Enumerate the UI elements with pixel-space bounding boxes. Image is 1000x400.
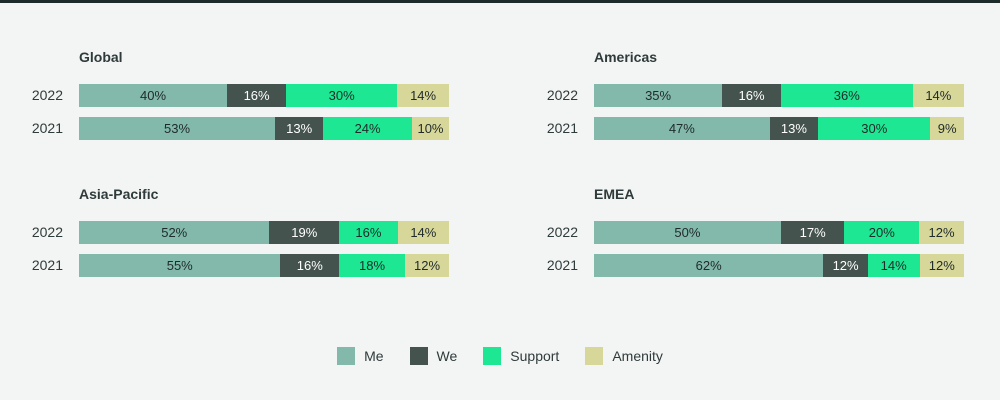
bar-segment-support: 24% bbox=[323, 117, 412, 140]
legend-label: Amenity bbox=[612, 348, 663, 364]
bar-segment-me: 55% bbox=[79, 254, 281, 277]
panel-title: Asia-Pacific bbox=[79, 186, 159, 202]
bar-segment-me: 62% bbox=[594, 254, 824, 277]
legend-item-amenity: Amenity bbox=[585, 346, 663, 366]
year-label: 2021 bbox=[31, 257, 63, 273]
bar-row-2022: 2022 40% 16% 30% 14% bbox=[29, 84, 449, 107]
bar-segment-we: 12% bbox=[823, 254, 868, 277]
bar-segment-support: 30% bbox=[286, 84, 398, 107]
bar-segment-we: 13% bbox=[769, 117, 819, 140]
stacked-bar: 55% 16% 18% 12% bbox=[79, 254, 449, 277]
panel-title: Global bbox=[79, 49, 123, 65]
legend-item-support: Support bbox=[483, 346, 559, 366]
bar-segment-amenity: 12% bbox=[405, 254, 449, 277]
legend-item-me: Me bbox=[337, 346, 384, 366]
bar-segment-support: 20% bbox=[844, 221, 920, 244]
year-label: 2022 bbox=[31, 87, 63, 103]
bar-row-2022: 2022 35% 16% 36% 14% bbox=[544, 84, 964, 107]
bar-segment-amenity: 12% bbox=[919, 221, 964, 244]
bar-segment-me: 52% bbox=[79, 221, 270, 244]
bar-segment-support: 14% bbox=[867, 254, 920, 277]
year-label: 2021 bbox=[546, 120, 578, 136]
legend-item-we: We bbox=[409, 346, 458, 366]
panel-americas: Americas 2022 35% 16% 36% 14% 2021 47% 13% 30% 9% bbox=[544, 48, 984, 158]
bar-segment-we: 17% bbox=[780, 221, 845, 244]
bar-row-2021: 2021 53% 13% 24% 10% bbox=[29, 117, 449, 140]
legend-swatch bbox=[585, 347, 604, 365]
bar-segment-support: 16% bbox=[339, 221, 398, 244]
bar-segment-me: 47% bbox=[594, 117, 770, 140]
top-rule bbox=[0, 0, 1000, 3]
legend-label: Me bbox=[364, 348, 384, 364]
bar-segment-me: 53% bbox=[79, 117, 276, 140]
bar-segment-me: 40% bbox=[79, 84, 227, 107]
stacked-bar: 35% 16% 36% 14% bbox=[594, 84, 964, 107]
stacked-bar: 50% 17% 20% 12% bbox=[594, 221, 964, 244]
panel-title: EMEA bbox=[594, 186, 635, 202]
bar-segment-amenity: 10% bbox=[411, 117, 449, 140]
panel-global: Global 2022 40% 16% 30% 14% 2021 53% 13% 24% 10% bbox=[29, 48, 469, 158]
stacked-bar: 47% 13% 30% 9% bbox=[594, 117, 964, 140]
year-label: 2022 bbox=[546, 87, 578, 103]
legend-label: Support bbox=[510, 348, 560, 364]
bar-row-2021: 2021 55% 16% 18% 12% bbox=[29, 254, 449, 277]
bar-segment-support: 30% bbox=[818, 117, 931, 140]
bar-segment-amenity: 12% bbox=[919, 254, 964, 277]
bar-segment-support: 36% bbox=[780, 84, 913, 107]
bar-segment-me: 50% bbox=[594, 221, 781, 244]
bar-segment-amenity: 14% bbox=[912, 84, 964, 107]
stacked-bar: 52% 19% 16% 14% bbox=[79, 221, 449, 244]
legend-swatch bbox=[483, 347, 502, 365]
bar-segment-support: 18% bbox=[339, 254, 406, 277]
legend: Me We Support Amenity bbox=[0, 346, 1000, 366]
bar-row-2022: 2022 52% 19% 16% 14% bbox=[29, 221, 449, 244]
bar-segment-we: 13% bbox=[275, 117, 324, 140]
stacked-bar: 40% 16% 30% 14% bbox=[79, 84, 449, 107]
bar-row-2022: 2022 50% 17% 20% 12% bbox=[544, 221, 964, 244]
bar-row-2021: 2021 47% 13% 30% 9% bbox=[544, 117, 964, 140]
bar-segment-we: 16% bbox=[722, 84, 781, 107]
bar-segment-we: 16% bbox=[280, 254, 340, 277]
bar-segment-amenity: 14% bbox=[397, 221, 449, 244]
year-label: 2022 bbox=[546, 224, 578, 240]
bar-segment-we: 19% bbox=[269, 221, 340, 244]
panel-title: Americas bbox=[594, 49, 658, 65]
bar-segment-me: 35% bbox=[594, 84, 723, 107]
stacked-bar: 62% 12% 14% 12% bbox=[594, 254, 964, 277]
panel-emea: EMEA 2022 50% 17% 20% 12% 2021 62% 12% 14% 12% bbox=[544, 185, 984, 295]
legend-label: We bbox=[436, 348, 458, 364]
bar-row-2021: 2021 62% 12% 14% 12% bbox=[544, 254, 964, 277]
year-label: 2022 bbox=[31, 224, 63, 240]
year-label: 2021 bbox=[546, 257, 578, 273]
legend-swatch bbox=[409, 347, 428, 365]
panel-asia-pacific: Asia-Pacific 2022 52% 19% 16% 14% 2021 55% 16% 1… bbox=[29, 185, 469, 295]
bar-segment-amenity: 14% bbox=[397, 84, 449, 107]
legend-swatch bbox=[337, 347, 356, 365]
bar-segment-we: 16% bbox=[227, 84, 287, 107]
bar-segment-amenity: 9% bbox=[930, 117, 964, 140]
year-label: 2021 bbox=[31, 120, 63, 136]
stacked-bar: 53% 13% 24% 10% bbox=[79, 117, 449, 140]
